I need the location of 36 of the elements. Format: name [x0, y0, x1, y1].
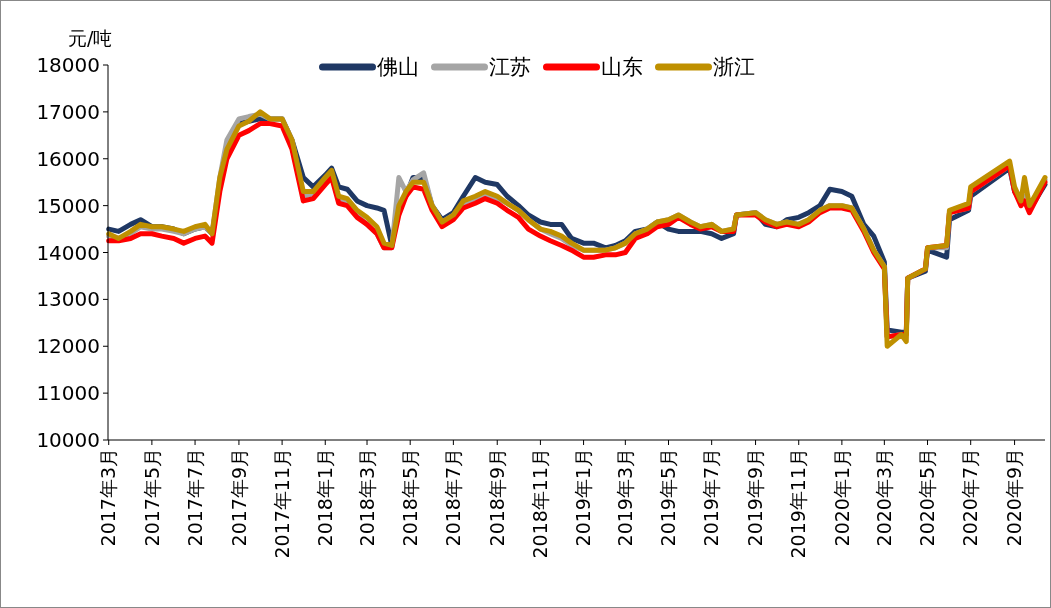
- x-tick-label: 2019年7月: [700, 448, 723, 547]
- x-tick-label: 2018年5月: [398, 448, 421, 547]
- y-tick-label: 16000: [36, 146, 100, 171]
- y-tick-label: 15000: [36, 193, 100, 218]
- x-tick-label: 2018年1月: [313, 448, 336, 547]
- x-tick-label: 2017年3月: [97, 448, 120, 547]
- x-tick-label: 2020年9月: [1003, 448, 1026, 547]
- legend-label: 江苏: [488, 55, 531, 80]
- x-tick-label: 2019年1月: [572, 448, 595, 547]
- x-tick-label: 2017年11月: [270, 448, 293, 559]
- y-tick-label: 12000: [36, 334, 100, 359]
- x-tick-label: 2019年5月: [657, 448, 680, 547]
- x-tick-label: 2018年3月: [355, 448, 378, 547]
- legend-label: 佛山: [376, 55, 419, 80]
- x-tick-label: 2020年5月: [916, 448, 939, 547]
- x-tick-label: 2018年11月: [529, 448, 552, 559]
- x-tick-label: 2020年7月: [959, 448, 982, 547]
- x-tick-label: 2019年11月: [787, 448, 810, 559]
- x-tick-label: 2017年7月: [183, 448, 206, 547]
- legend-label: 山东: [600, 55, 643, 80]
- x-tick-label: 2018年7月: [442, 448, 465, 547]
- y-tick-label: 10000: [36, 428, 100, 452]
- y-tick-label: 13000: [36, 287, 100, 312]
- legend-label: 浙江: [712, 55, 755, 80]
- x-tick-label: 2019年9月: [744, 448, 767, 547]
- x-tick-label: 2017年5月: [140, 448, 163, 547]
- y-tick-label: 14000: [36, 240, 100, 265]
- x-tick-label: 2018年9月: [485, 448, 508, 547]
- y-tick-label: 11000: [36, 381, 100, 406]
- x-tick-label: 2020年1月: [830, 448, 853, 547]
- y-tick-label: 18000: [36, 53, 100, 77]
- y-tick-label: 17000: [36, 99, 100, 124]
- y-axis-title: 元/吨: [68, 27, 113, 49]
- x-tick-label: 2019年3月: [613, 448, 636, 547]
- x-tick-label: 2020年3月: [873, 448, 895, 547]
- x-tick-label: 2017年9月: [227, 448, 250, 547]
